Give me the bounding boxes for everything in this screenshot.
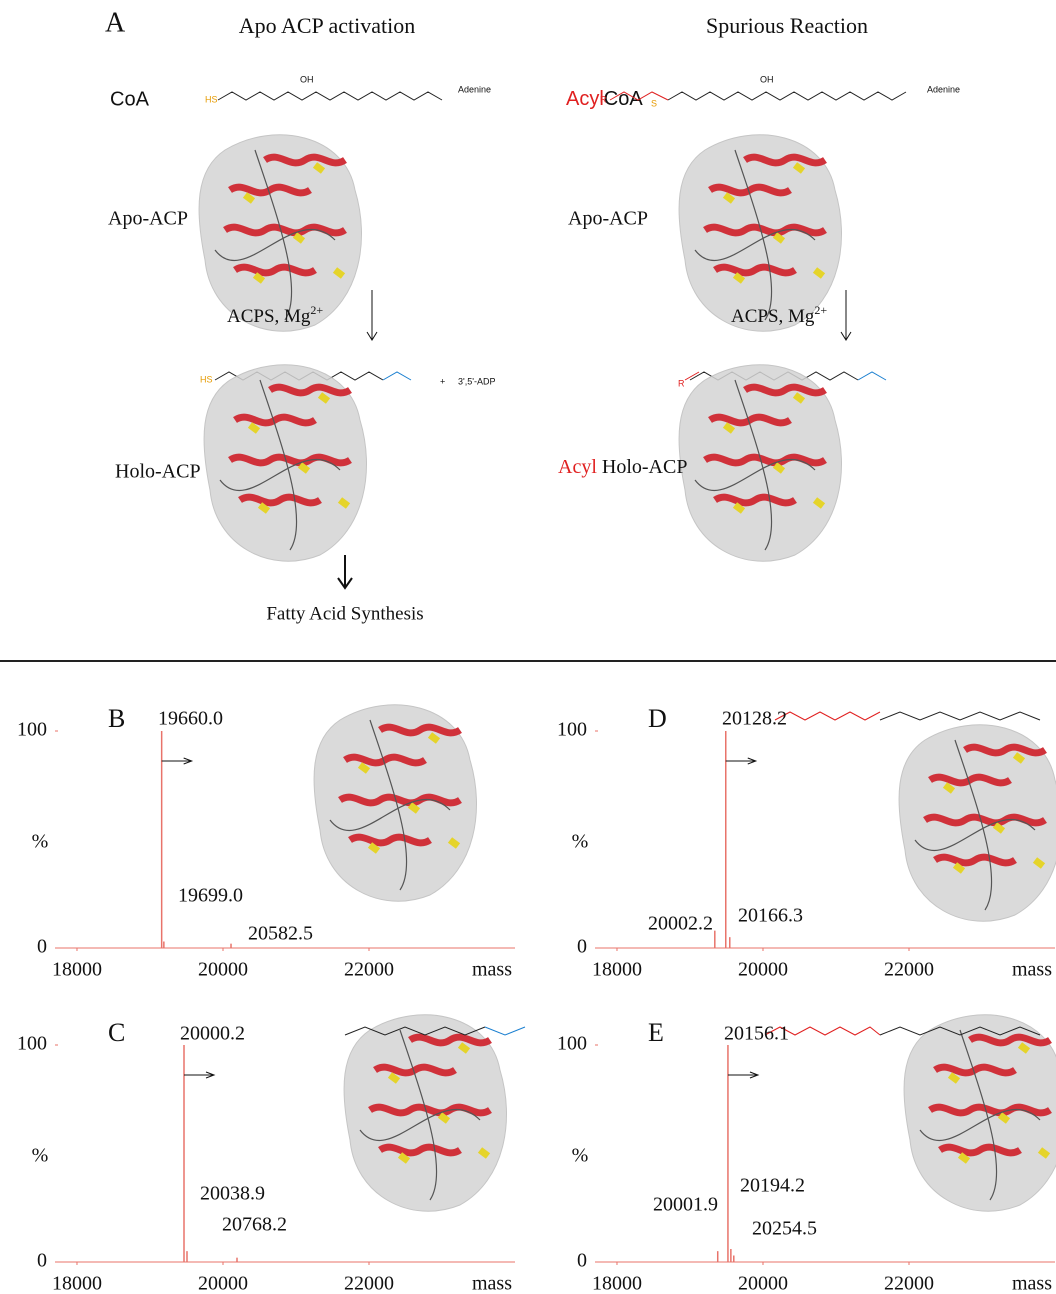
x-axis-label: mass [1012,959,1052,981]
y-tick-label: 100 [557,719,587,741]
peak-label: 20000.2 [180,1023,245,1045]
label: Acyl Holo-ACP [558,456,687,478]
panel-title: Apo ACP activation [239,13,415,38]
y-axis-label: % [32,831,49,853]
label-part: Acyl [566,88,604,110]
peak-label: 20166.3 [738,905,803,927]
panel-title: Spurious Reaction [706,13,868,38]
y-axis-label: % [32,1145,49,1167]
peak-label: 20002.2 [648,913,713,935]
label: AcylCoA [566,88,643,110]
label-part: Acyl [558,456,597,478]
chem-label: HS [205,94,218,104]
label: Apo-ACP [108,208,188,230]
y-tick-label: 0 [577,936,587,958]
chem-label: OH [760,74,774,84]
x-tick-label: 22000 [884,1273,934,1294]
label-part: 2+ [814,303,827,317]
peak-label: 20128.2 [722,708,787,730]
y-tick-label: 100 [557,1033,587,1055]
y-tick-label: 0 [37,1250,47,1272]
peak-label: 20001.9 [653,1194,718,1216]
chem-label: Adenine [927,84,960,94]
chem-label: HS [200,374,213,384]
x-tick-label: 22000 [344,959,394,981]
panel-letter: B [108,704,125,733]
chem-label: R [600,94,607,104]
label-part: ACPS, Mg [227,306,311,327]
peak-label: 19699.0 [178,885,243,907]
x-axis-label: mass [472,1273,512,1294]
chem-label: S [651,98,657,108]
chem-label: Adenine [458,84,491,94]
peak-label: 20156.1 [724,1023,789,1045]
x-tick-label: 18000 [592,1273,642,1294]
label-part: ACPS, Mg [731,306,815,327]
panel-a: A Apo ACP activation Spurious Reaction C… [0,7,1056,662]
panel-letter: E [648,1018,664,1047]
x-tick-label: 20000 [738,1273,788,1294]
label: Apo-ACP [568,208,648,230]
label-part: 2+ [310,303,323,317]
chem-label: OH [300,74,314,84]
arrow [725,757,758,765]
label: ACPS, Mg2+ [731,303,827,328]
y-tick-label: 100 [17,719,47,741]
label-part: Holo-ACP [597,456,688,478]
label: CoA [110,88,150,110]
peak-label: 20254.5 [752,1218,817,1240]
x-tick-label: 20000 [198,1273,248,1294]
peak-label: 20768.2 [222,1214,287,1236]
x-tick-label: 22000 [344,1273,394,1294]
x-tick-label: 22000 [884,959,934,981]
x-axis-label: mass [1012,1273,1052,1294]
peak-label: 20194.2 [740,1175,805,1197]
chem-label: 3',5'-ADP [458,376,495,386]
x-tick-label: 18000 [52,1273,102,1294]
arrow [161,757,194,765]
label: Fatty Acid Synthesis [266,603,423,624]
label: ACPS, Mg2+ [227,303,323,328]
panel-letter: A [105,7,126,38]
y-tick-label: 0 [577,1250,587,1272]
arrow [184,1071,216,1079]
peak-label: 20582.5 [248,923,313,945]
y-tick-label: 0 [37,936,47,958]
y-tick-label: 100 [17,1033,47,1055]
x-tick-label: 18000 [592,959,642,981]
label: Holo-ACP [115,461,201,483]
x-axis-label: mass [472,959,512,981]
x-tick-label: 18000 [52,959,102,981]
x-tick-label: 20000 [198,959,248,981]
peak-label: 19660.0 [158,708,223,730]
arrow [727,1071,760,1079]
peak-label: 20038.9 [200,1183,265,1205]
x-tick-label: 20000 [738,959,788,981]
y-axis-label: % [572,831,589,853]
label-part: CoA [604,88,644,110]
y-axis-label: % [572,1145,589,1167]
chem-label: + [440,376,445,386]
panel-letter: C [108,1018,125,1047]
chem-label: R [678,378,685,388]
panel-letter: D [648,704,667,733]
